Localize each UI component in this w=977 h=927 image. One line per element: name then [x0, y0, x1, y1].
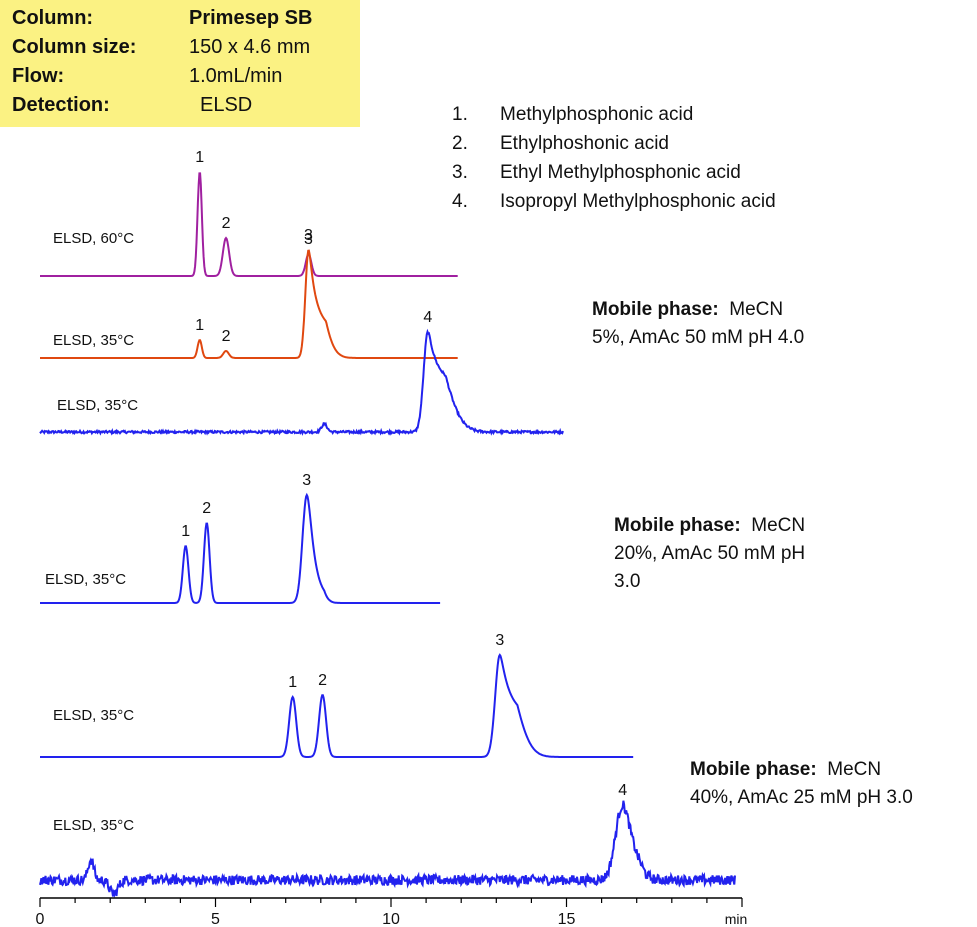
legend-name: Methylphosphonic acid: [500, 104, 694, 125]
mobile-phase-text: 5%, AmAc 50 mM pH 4.0: [592, 327, 805, 348]
method-info-box: Column: Primesep SB Column size: 150 x 4…: [0, 0, 360, 127]
info-label: Flow:: [12, 65, 65, 87]
peak-label: 3: [304, 231, 313, 248]
mobile-phase-text: MeCN: [827, 759, 882, 780]
info-label: Column size:: [12, 36, 137, 58]
x-axis-unit: min: [725, 911, 748, 927]
trace-label: ELSD, 60°C: [53, 230, 134, 247]
info-value: ELSD: [200, 94, 253, 116]
peak-label: 3: [495, 632, 504, 649]
info-value: Primesep SB: [189, 7, 313, 29]
peak-label: 2: [222, 328, 231, 345]
info-value: 150 x 4.6 mm: [189, 36, 311, 58]
peak-label: 3: [302, 472, 311, 489]
mobile-phase-note: Mobile phase: MeCN 20%, AmAc 50 mM pH 3.…: [614, 512, 805, 596]
mobile-phase-label: Mobile phase:: [592, 299, 719, 320]
mobile-phase-text: 20%, AmAc 50 mM pH: [614, 543, 806, 564]
mobile-phase-label: Mobile phase:: [690, 759, 817, 780]
peak-label: 1: [195, 317, 204, 334]
info-label: Detection:: [12, 94, 110, 116]
info-value: 1.0mL/min: [189, 65, 283, 87]
peak-label: 2: [222, 215, 231, 232]
peak-label: 1: [288, 674, 297, 691]
peak-label: 1: [195, 149, 204, 166]
legend-name: Isopropyl Methylphosphonic acid: [500, 191, 776, 212]
mobile-phase-text: MeCN: [751, 515, 806, 536]
trace-label: ELSD, 35°C: [45, 571, 126, 588]
trace-line: [40, 249, 458, 359]
peak-label: 2: [202, 500, 211, 517]
mobile-phase-note: Mobile phase: MeCN 5%, AmAc 50 mM pH 4.0: [592, 296, 804, 352]
peak-label: 3: [304, 227, 313, 244]
info-label: Column:: [12, 7, 94, 29]
peak-label: 2: [318, 672, 327, 689]
trace-line: [40, 492, 441, 604]
x-tick-label: 10: [382, 911, 400, 927]
trace-label: ELSD, 35°C: [53, 332, 134, 349]
legend-number: 4.: [452, 191, 468, 212]
peak-label: 4: [423, 309, 432, 326]
peak-label: 4: [618, 782, 627, 799]
trace-line: [40, 172, 458, 277]
trace-label: ELSD, 35°C: [53, 707, 134, 724]
x-tick-label: 0: [36, 911, 45, 927]
trace-line: [39, 800, 736, 898]
trace-label: ELSD, 35°C: [53, 817, 134, 834]
trace-label: ELSD, 35°C: [57, 397, 138, 414]
legend-name: Ethyl Methylphosphonic acid: [500, 162, 741, 183]
x-tick-label: 15: [558, 911, 576, 927]
peak-label: 1: [181, 523, 190, 540]
x-tick-label: 5: [211, 911, 220, 927]
mobile-phase-text: 3.0: [614, 571, 641, 592]
mobile-phase-text: MeCN: [729, 299, 784, 320]
legend-number: 1.: [452, 104, 468, 125]
legend-name: Ethylphoshonic acid: [500, 133, 669, 154]
trace-line: [39, 328, 564, 436]
mobile-phase-note: Mobile phase: MeCN 40%, AmAc 25 mM pH 3.…: [690, 756, 913, 812]
mobile-phase-text: 40%, AmAc 25 mM pH 3.0: [690, 787, 913, 808]
legend-number: 2.: [452, 133, 468, 154]
mobile-phase-label: Mobile phase:: [614, 515, 741, 536]
trace-line: [40, 653, 634, 758]
legend-number: 3.: [452, 162, 468, 183]
